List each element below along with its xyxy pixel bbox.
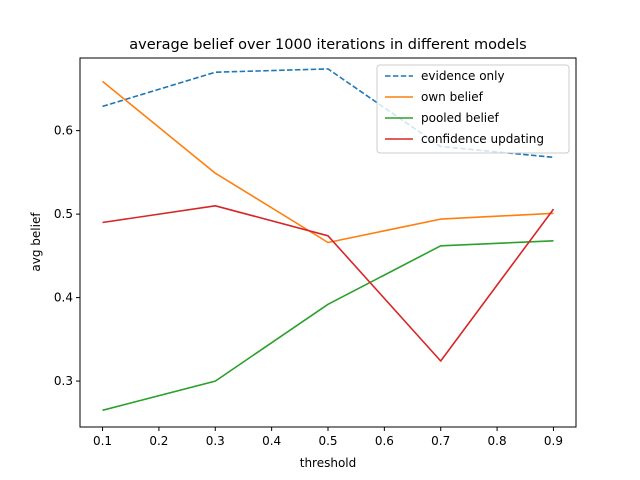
y-tick-label: 0.5 bbox=[54, 207, 73, 221]
x-axis-label: threshold bbox=[300, 456, 357, 470]
y-axis: 0.3 0.4 0.5 0.6 bbox=[54, 124, 80, 388]
x-axis: 0.1 0.2 0.3 0.4 0.5 0.6 0.7 0.8 0.9 bbox=[93, 427, 563, 448]
x-tick-label: 0.6 bbox=[375, 434, 394, 448]
x-tick-label: 0.1 bbox=[93, 434, 112, 448]
y-tick-label: 0.4 bbox=[54, 291, 73, 305]
legend-box bbox=[376, 64, 570, 154]
x-tick-label: 0.4 bbox=[262, 434, 281, 448]
x-tick-label: 0.2 bbox=[149, 434, 168, 448]
x-tick-label: 0.3 bbox=[206, 434, 225, 448]
legend: evidence only own belief pooled belief conf… bbox=[376, 64, 570, 154]
series-line-pooled-belief bbox=[102, 240, 554, 412]
legend-label-evidence-only: evidence only bbox=[421, 69, 505, 83]
series-line-confidence-updating bbox=[102, 205, 555, 362]
x-tick-label: 0.8 bbox=[488, 434, 507, 448]
y-tick-label: 0.6 bbox=[54, 124, 73, 138]
series-line-own-belief bbox=[101, 80, 554, 244]
x-tick-label: 0.5 bbox=[318, 434, 337, 448]
y-tick-label: 0.3 bbox=[54, 374, 73, 388]
legend-label-confidence-updating: confidence updating bbox=[421, 132, 544, 146]
chart-title: average belief over 1000 iterations in d… bbox=[129, 37, 526, 53]
x-tick-label: 0.7 bbox=[431, 434, 450, 448]
x-tick-label: 0.9 bbox=[544, 434, 563, 448]
y-axis-label: avg belief bbox=[29, 212, 43, 272]
legend-label-own-belief: own belief bbox=[421, 90, 484, 104]
legend-label-pooled-belief: pooled belief bbox=[421, 111, 500, 125]
